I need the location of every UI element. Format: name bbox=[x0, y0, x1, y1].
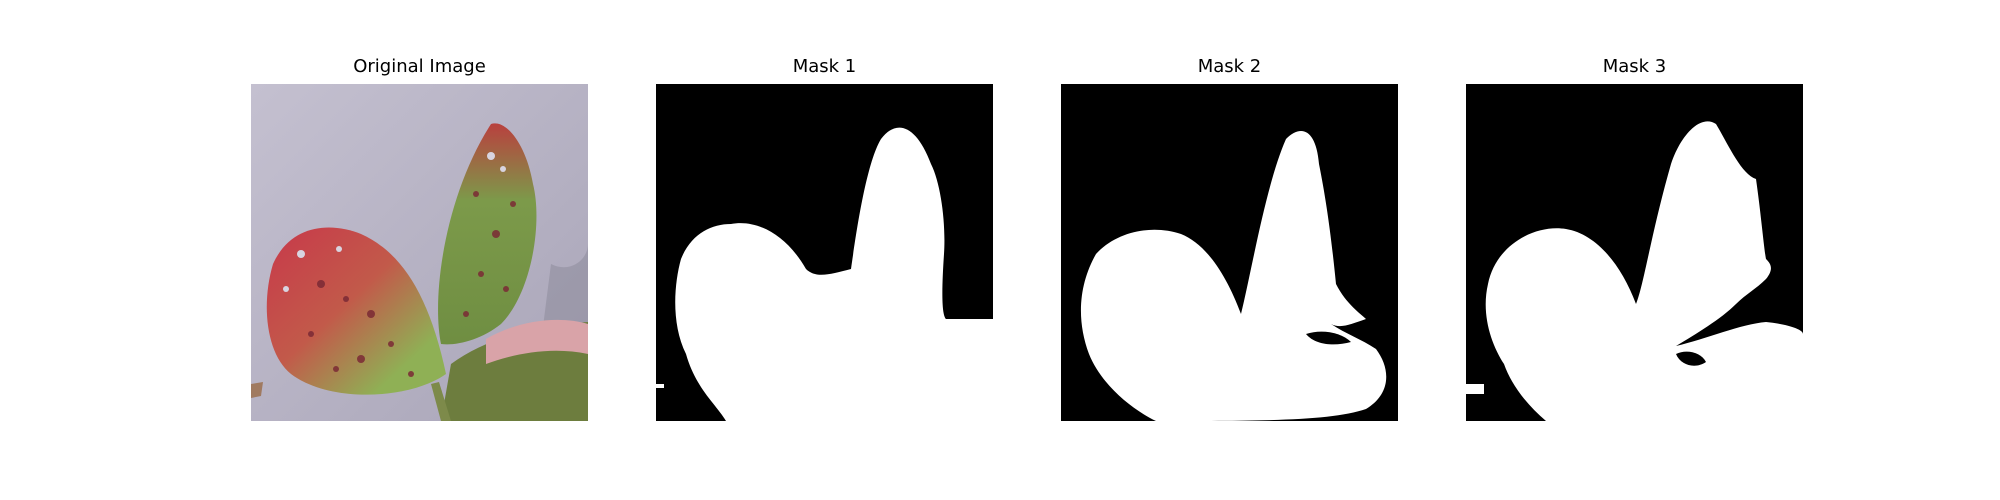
panel-title-mask-2: Mask 2 bbox=[1197, 56, 1262, 77]
mask-2-image bbox=[1061, 84, 1398, 421]
mask-2-silhouette bbox=[1061, 84, 1398, 421]
mask-1-silhouette bbox=[656, 84, 993, 421]
panel-title-mask-3: Mask 3 bbox=[1602, 56, 1667, 77]
original-leaf-image bbox=[251, 84, 588, 421]
panel-title-mask-1: Mask 1 bbox=[792, 56, 857, 77]
mask-3-silhouette bbox=[1466, 84, 1803, 421]
panel-title-original: Original Image bbox=[353, 56, 486, 77]
mask-3-image bbox=[1466, 84, 1803, 421]
leaf-photo bbox=[251, 84, 588, 421]
mask-1-image bbox=[656, 84, 993, 421]
